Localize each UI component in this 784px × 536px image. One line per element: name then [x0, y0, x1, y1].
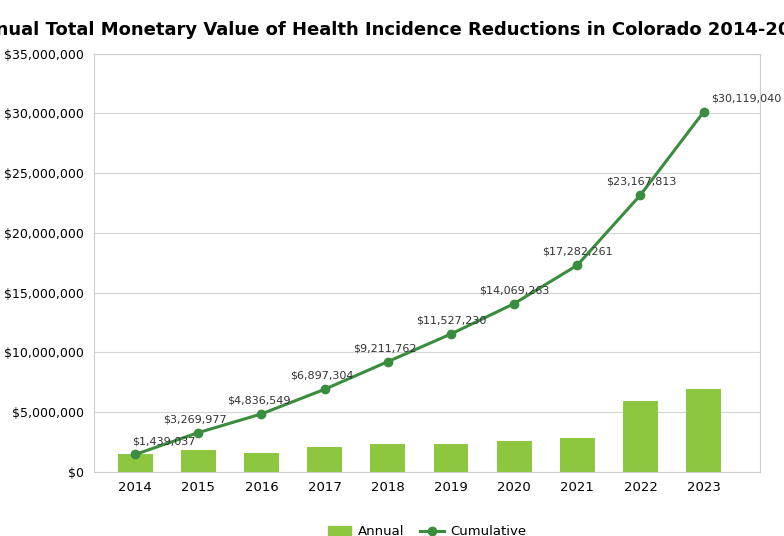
Cumulative [320, 386, 329, 392]
Bar [370, 444, 405, 472]
Cumulative [572, 262, 582, 269]
Bar [118, 455, 153, 472]
Cumulative [510, 300, 519, 307]
Bar [560, 438, 595, 472]
Text: $1,439,037: $1,439,037 [132, 436, 195, 446]
Text: $17,282,261: $17,282,261 [543, 247, 613, 257]
Text: $14,069,263: $14,069,263 [479, 285, 550, 295]
Bar [497, 441, 532, 472]
Bar [623, 401, 658, 472]
Text: $9,211,762: $9,211,762 [353, 343, 416, 353]
Bar [244, 453, 279, 472]
Text: $3,269,977: $3,269,977 [164, 414, 227, 425]
Text: $4,836,549: $4,836,549 [227, 396, 290, 406]
Text: $11,527,230: $11,527,230 [416, 316, 487, 326]
Bar [307, 447, 342, 472]
Legend: Annual, Cumulative: Annual, Cumulative [322, 520, 532, 536]
Cumulative [446, 331, 456, 337]
Bar [686, 389, 721, 472]
Text: Annual Total Monetary Value of Health Incidence Reductions in Colorado 2014-2023: Annual Total Monetary Value of Health In… [0, 21, 784, 40]
Cumulative [130, 451, 140, 458]
Cumulative [194, 429, 203, 436]
Cumulative [699, 109, 708, 115]
Cumulative [383, 359, 393, 365]
Bar [434, 444, 468, 472]
Bar [181, 450, 216, 472]
Text: $23,167,813: $23,167,813 [606, 176, 676, 187]
Cumulative [257, 411, 267, 417]
Cumulative [636, 192, 645, 198]
Text: $30,119,040: $30,119,040 [711, 94, 782, 103]
Line: Cumulative: Cumulative [131, 108, 708, 459]
Text: $6,897,304: $6,897,304 [290, 371, 354, 381]
